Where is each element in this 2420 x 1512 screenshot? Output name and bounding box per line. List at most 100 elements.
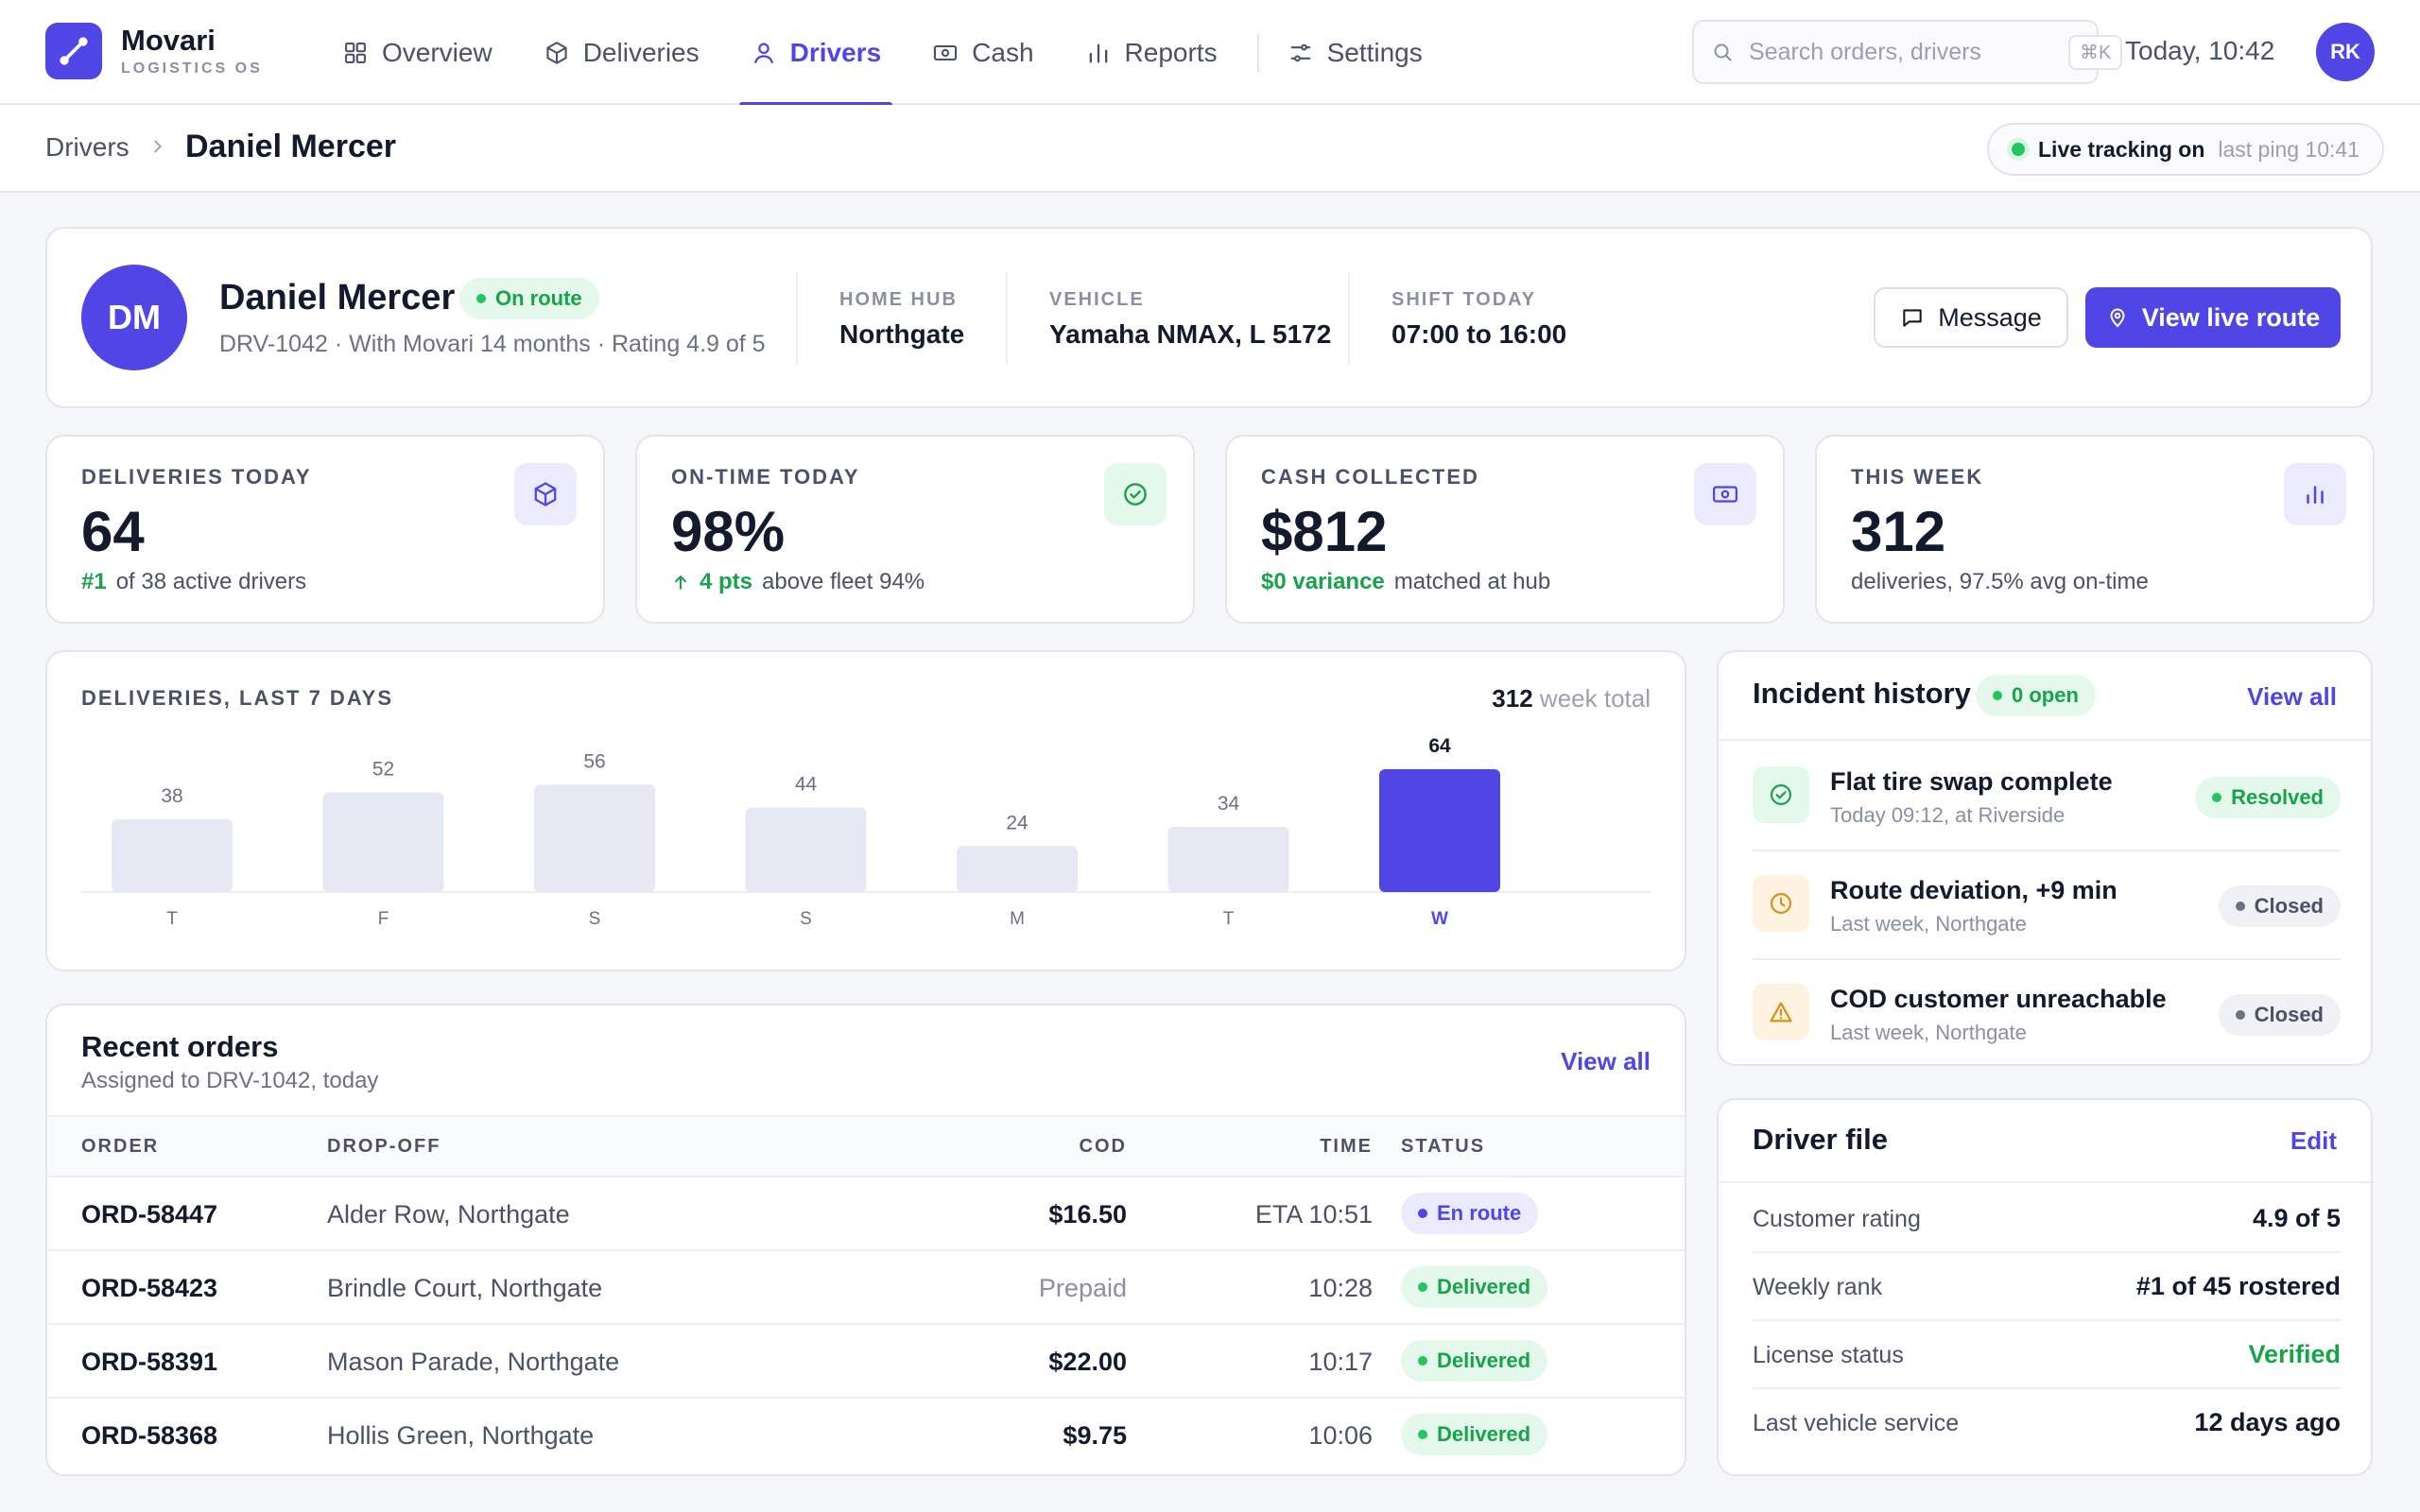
nav-label: Deliveries: [582, 37, 700, 67]
nav-label: Settings: [1326, 37, 1423, 67]
status-label: On route: [495, 286, 582, 310]
stat-accent: #1: [81, 569, 107, 594]
last-ping: last ping 10:41: [2218, 136, 2360, 162]
stat-card-deliveries-today: DELIVERIES TODAY 64 #1 of 38 active driv…: [45, 435, 605, 624]
user-avatar[interactable]: RK: [2316, 23, 2375, 81]
stat-sub-text: matched at hub: [1393, 569, 1551, 594]
vehicle-label: VEHICLE: [1049, 289, 1145, 310]
order-id[interactable]: ORD-58391: [81, 1348, 218, 1376]
incidents-view-all-link[interactable]: View all: [2247, 682, 2337, 711]
app-name: Movari: [121, 24, 216, 57]
chart-bar[interactable]: [322, 792, 444, 892]
status-dot-icon: [2235, 902, 2245, 911]
logo-icon[interactable]: [45, 23, 102, 79]
driver-profile-card: DM Daniel Mercer On route DRV-1042 · Wit…: [45, 227, 2373, 408]
column-header-status[interactable]: STATUS: [1401, 1136, 1486, 1157]
stat-label: CASH COLLECTED: [1261, 465, 1479, 489]
stat-card-cash-collected: CASH COLLECTED $812 $0 variance matched …: [1225, 435, 1785, 624]
driver-file-edit-link[interactable]: Edit: [2290, 1126, 2337, 1155]
status-dot-icon: [2235, 1010, 2245, 1020]
message-button[interactable]: Message: [1874, 287, 2068, 348]
search-box[interactable]: ⌘K: [1692, 20, 2123, 84]
nav-item-reports[interactable]: Reports: [1074, 0, 1229, 105]
incident-subtitle: Last week, Northgate: [1830, 1021, 2027, 1044]
driver-file-row: Customer rating 4.9 of 5: [1753, 1185, 2341, 1253]
status-dot-icon: [1418, 1282, 1427, 1292]
column-header-order[interactable]: ORDER: [81, 1136, 160, 1157]
search-input[interactable]: [1749, 38, 2053, 66]
chart-total-value: 312: [1492, 684, 1533, 713]
status-badge: En route: [1401, 1193, 1539, 1234]
field-label: Customer rating: [1753, 1206, 1921, 1232]
column-header-drop-off[interactable]: DROP-OFF: [327, 1136, 441, 1157]
order-id[interactable]: ORD-58368: [81, 1421, 218, 1450]
table-row[interactable]: ORD-58423 Brindle Court, Northgate Prepa…: [47, 1251, 1685, 1325]
stat-subtext: 4 pts above fleet 94%: [671, 569, 925, 595]
stat-sub-text: deliveries, 97.5% avg on-time: [1851, 569, 2149, 594]
breadcrumb-parent[interactable]: Drivers: [45, 132, 130, 162]
stat-value: 98%: [671, 500, 786, 563]
table-row[interactable]: ORD-58368 Hollis Green, Northgate $9.75 …: [47, 1399, 1685, 1472]
status-badge: Delivered: [1401, 1414, 1548, 1455]
view-live-route-label: View live route: [2141, 302, 2321, 332]
view-live-route-button[interactable]: View live route: [2085, 287, 2341, 348]
chart-bar[interactable]: [957, 846, 1078, 892]
chart-total: 312 week total: [1492, 684, 1651, 713]
bar-category-label: M: [1010, 909, 1025, 929]
order-id[interactable]: ORD-58447: [81, 1200, 218, 1228]
incident-item[interactable]: Flat tire swap complete Today 09:12, at …: [1753, 743, 2341, 851]
search-icon: [1711, 41, 1734, 63]
deliveries-chart-card: DELIVERIES, LAST 7 DAYS 312 week total 3…: [45, 650, 1686, 971]
driver-file-row: Last vehicle service 12 days ago: [1753, 1389, 2341, 1457]
nav-item-cash[interactable]: Cash: [921, 0, 1045, 105]
vehicle-value: Yamaha NMAX, L 5172: [1049, 319, 1332, 349]
chart-bar[interactable]: [745, 807, 867, 892]
chart-bar[interactable]: [1379, 769, 1500, 892]
table-header: ORDER DROP-OFF COD TIME STATUS: [47, 1115, 1685, 1177]
order-time: ETA 10:51: [1254, 1200, 1373, 1228]
nav-item-drivers[interactable]: Drivers: [738, 0, 893, 107]
nav-label: Overview: [382, 37, 493, 67]
field-label: Last vehicle service: [1753, 1410, 1960, 1436]
status-label: Delivered: [1437, 1275, 1531, 1298]
incident-item[interactable]: COD customer unreachable Last week, Nort…: [1753, 960, 2341, 1064]
divider: [1006, 272, 1008, 365]
status-label: En route: [1437, 1201, 1522, 1225]
orders-view-all-link[interactable]: View all: [1561, 1047, 1651, 1075]
banknote-icon: [1694, 463, 1756, 525]
shift-label: SHIFT TODAY: [1392, 289, 1537, 310]
incident-history-title: Incident history: [1753, 677, 1971, 710]
status-dot-icon: [1418, 1209, 1427, 1218]
nav-label: Reports: [1124, 37, 1218, 67]
page-title: Daniel Mercer: [185, 129, 396, 164]
chart-bar[interactable]: [534, 784, 655, 892]
incident-item[interactable]: Route deviation, +9 min Last week, North…: [1753, 851, 2341, 960]
cod-amount: $16.50: [1048, 1200, 1127, 1228]
nav-label: Drivers: [789, 37, 882, 67]
divider: [1348, 272, 1350, 365]
column-header-cod[interactable]: COD: [1079, 1136, 1127, 1157]
order-time: 10:06: [1308, 1421, 1373, 1450]
status-dot-icon: [2212, 793, 2222, 802]
incident-status-badge: Closed: [2218, 885, 2341, 927]
status-label: Resolved: [2231, 785, 2324, 809]
drop-off: Alder Row, Northgate: [327, 1200, 570, 1228]
search-shortcut: ⌘K: [2068, 34, 2123, 70]
bar-category-label: S: [800, 909, 812, 929]
nav-item-overview[interactable]: Overview: [331, 0, 504, 105]
main-nav: Overview Deliveries Drivers Cash Reports…: [331, 0, 1462, 107]
table-row[interactable]: ORD-58391 Mason Parade, Northgate $22.00…: [47, 1325, 1685, 1399]
bar-category-label: T: [166, 909, 178, 929]
order-id[interactable]: ORD-58423: [81, 1274, 218, 1302]
box-icon: [514, 463, 577, 525]
status-dot-icon: [476, 294, 486, 303]
field-value: 4.9 of 5: [2252, 1204, 2341, 1232]
chart-bar[interactable]: [112, 818, 233, 892]
nav-item-deliveries[interactable]: Deliveries: [532, 0, 711, 105]
chart-bar[interactable]: [1167, 826, 1289, 892]
arrow-up-icon: [671, 573, 690, 592]
cod-amount: $22.00: [1048, 1348, 1127, 1376]
column-header-time[interactable]: TIME: [1320, 1136, 1373, 1157]
nav-item-settings[interactable]: Settings: [1276, 0, 1434, 105]
table-row[interactable]: ORD-58447 Alder Row, Northgate $16.50 ET…: [47, 1177, 1685, 1251]
